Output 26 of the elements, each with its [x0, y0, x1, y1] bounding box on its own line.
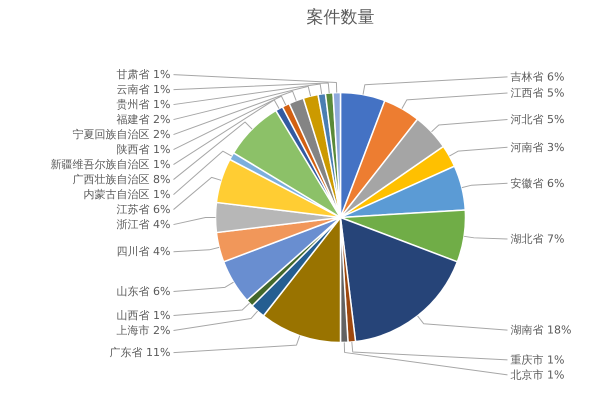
slice-label: 湖南省 18% [510, 324, 572, 337]
slice-label: 北京市 1% [510, 368, 564, 382]
slice-label: 安徽省 6% [510, 176, 564, 190]
slice-label: 湖北省 7% [510, 232, 564, 246]
slice-label: 新疆维吾尔族自治区 1% [50, 158, 171, 172]
slice-label: 云南省 1% [116, 83, 171, 96]
slice-label: 陕西省 1% [116, 143, 171, 156]
slice-label: 河南省 3% [510, 140, 564, 154]
slice-label: 宁夏回族自治区 2% [72, 128, 171, 142]
slice-label: 内蒙古自治区 1% [84, 188, 171, 202]
slice-label: 吉林省 6% [510, 70, 564, 84]
slice-label: 福建省 2% [116, 113, 171, 126]
slice-label: 甘肃省 1% [116, 68, 171, 82]
slice-label: 广西壮族自治区 8% [72, 173, 171, 186]
slice-label: 四川省 4% [116, 245, 171, 258]
slice-label: 山西省 1% [116, 309, 171, 322]
slice-label: 江西省 5% [510, 86, 564, 100]
slice-label: 浙江省 4% [116, 218, 171, 232]
slice-label: 江苏省 6% [116, 203, 171, 216]
slice-label: 河北省 5% [510, 112, 564, 126]
slice-label: 贵州省 1% [116, 98, 171, 112]
slice-label: 上海市 2% [116, 324, 171, 338]
slice-label: 重庆市 1% [510, 353, 564, 366]
slice-label: 山东省 6% [116, 284, 171, 298]
chart-title: 案件数量 [306, 8, 374, 28]
slice-label: 广东省 11% [110, 346, 171, 360]
